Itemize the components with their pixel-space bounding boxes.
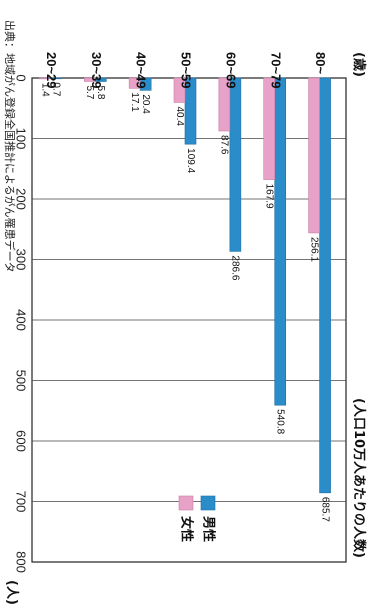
category-label: 80~	[313, 52, 328, 74]
tick-label: 100	[14, 128, 29, 150]
category-unit-label: (歳)	[351, 52, 367, 77]
tick-label: 400	[14, 309, 29, 331]
tick-label: 500	[14, 370, 29, 392]
legend-swatch	[178, 495, 194, 511]
legend-label: 男性	[201, 516, 217, 542]
value-label: 1.4	[39, 83, 50, 97]
bar	[308, 77, 320, 234]
legend-label: 女性	[179, 516, 195, 542]
tick-label: 600	[14, 430, 29, 452]
bars	[39, 77, 331, 494]
legend-swatch	[200, 495, 216, 511]
value-label: 40.4	[174, 106, 185, 126]
value-label: 540.8	[275, 409, 286, 434]
value-label: 109.4	[185, 148, 196, 173]
bar	[274, 77, 287, 406]
value-label: 5.8	[95, 86, 106, 100]
bar	[128, 77, 141, 89]
category-labels: 80~ 70~79 60~69 50~59 40~49 30~39 20~29	[44, 52, 328, 89]
bar	[173, 77, 186, 103]
value-label: 5.7	[84, 85, 95, 99]
tick-label: 800	[14, 551, 29, 573]
tick-label: 300	[14, 249, 29, 271]
bar	[39, 77, 51, 80]
category-label: 60~69	[223, 52, 238, 89]
value-label: 0.7	[50, 82, 61, 96]
gridlines	[32, 138, 346, 502]
category-label: 20~29	[44, 52, 59, 89]
bar	[229, 77, 242, 252]
bar	[218, 77, 231, 132]
value-labels: 685.7 256.1 540.8 167.9 286.6 87.6 109.4 40.4 20…	[39, 82, 330, 522]
value-label: 87.6	[219, 135, 230, 155]
source-note: 出典：地域がん登録全国推計によるがん罹患データ	[3, 20, 17, 273]
tick-label: 0	[14, 74, 29, 81]
category-label: 50~59	[179, 52, 194, 89]
value-axis-ticks: 0 100 200 300 400 500 600 700 800	[14, 74, 29, 572]
tick-label: 700	[14, 491, 29, 513]
value-label: 685.7	[319, 497, 330, 522]
bar	[184, 77, 197, 145]
category-label: 40~49	[134, 52, 149, 89]
bar	[263, 77, 276, 180]
category-label: 30~39	[89, 52, 104, 89]
value-label: 20.4	[140, 94, 151, 114]
tick-label: 200	[14, 188, 29, 210]
value-label: 17.1	[129, 92, 140, 112]
category-label: 70~79	[268, 52, 283, 89]
bar	[83, 77, 96, 82]
value-label: 286.6	[230, 255, 241, 280]
bar	[319, 77, 331, 494]
value-label: 256.1	[308, 237, 319, 262]
value-axis-unit: (人)	[4, 580, 20, 605]
value-unit-note: (人口10万人あたりの人数)	[351, 398, 367, 558]
value-label: 167.9	[264, 184, 275, 209]
